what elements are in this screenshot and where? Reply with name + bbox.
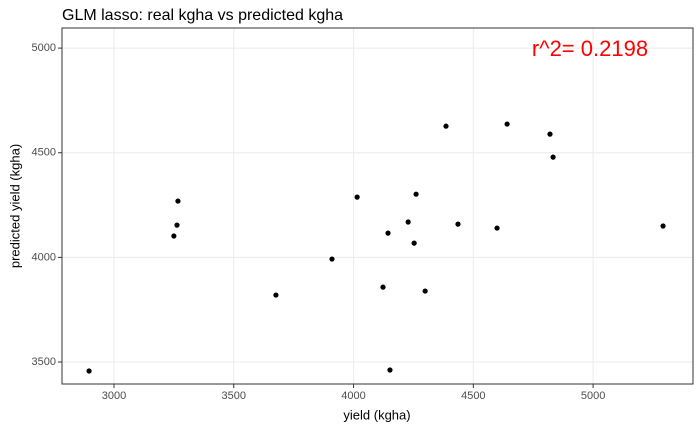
point: [385, 230, 391, 236]
point: [273, 292, 279, 298]
annotation: r^2= 0.2198: [532, 36, 648, 61]
point: [494, 225, 500, 231]
point: [411, 240, 417, 246]
x-axis-label: yield (kgha): [343, 407, 410, 422]
point: [171, 233, 177, 239]
point: [174, 222, 180, 228]
x-tick-label: 4000: [341, 390, 365, 402]
point: [175, 198, 181, 204]
x-tick-label: 3000: [102, 390, 126, 402]
point: [405, 219, 411, 225]
point: [547, 131, 553, 137]
plot-border: [61, 27, 694, 385]
point: [550, 154, 556, 160]
point: [380, 284, 386, 290]
y-tick-label: 3500: [32, 356, 56, 368]
chart-title: GLM lasso: real kgha vs predicted kgha: [62, 7, 343, 24]
point: [86, 368, 92, 374]
y-tick-label: 5000: [32, 42, 56, 54]
x-tick-label: 4500: [461, 390, 485, 402]
y-axis-label: predicted yield (kgha): [7, 144, 22, 268]
point: [455, 221, 461, 227]
point: [329, 256, 335, 262]
y-tick-label: 4000: [32, 251, 56, 263]
point: [387, 367, 393, 373]
x-tick-label: 3500: [222, 390, 246, 402]
x-tick-label: 5000: [581, 390, 605, 402]
point: [422, 288, 428, 294]
point: [413, 191, 419, 197]
point: [660, 223, 666, 229]
point: [443, 123, 449, 129]
point: [504, 121, 510, 127]
y-tick-label: 4500: [32, 147, 56, 159]
point: [354, 194, 360, 200]
